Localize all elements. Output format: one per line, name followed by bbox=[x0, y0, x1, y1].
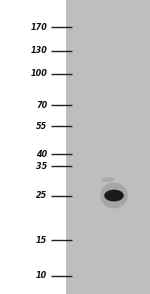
Ellipse shape bbox=[104, 190, 124, 201]
Text: 25: 25 bbox=[36, 191, 47, 200]
Text: 130: 130 bbox=[30, 46, 47, 55]
Bar bbox=[0, 0, 66, 294]
Text: 170: 170 bbox=[30, 23, 47, 32]
Text: 15: 15 bbox=[36, 236, 47, 245]
Ellipse shape bbox=[100, 183, 128, 208]
Text: 100: 100 bbox=[30, 69, 47, 78]
Text: 40: 40 bbox=[36, 150, 47, 159]
Text: 10: 10 bbox=[36, 271, 47, 280]
Ellipse shape bbox=[101, 177, 115, 182]
Text: 55: 55 bbox=[36, 122, 47, 131]
Text: 35: 35 bbox=[36, 161, 47, 171]
Text: 70: 70 bbox=[36, 101, 47, 110]
Bar bbox=[66, 0, 150, 294]
